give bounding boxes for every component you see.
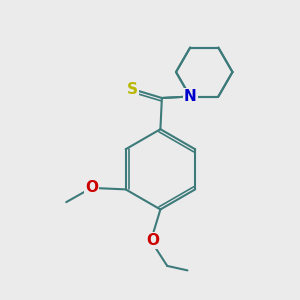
Text: N: N <box>184 89 196 104</box>
Text: O: O <box>85 180 98 195</box>
Text: S: S <box>127 82 138 97</box>
Text: O: O <box>146 233 159 248</box>
